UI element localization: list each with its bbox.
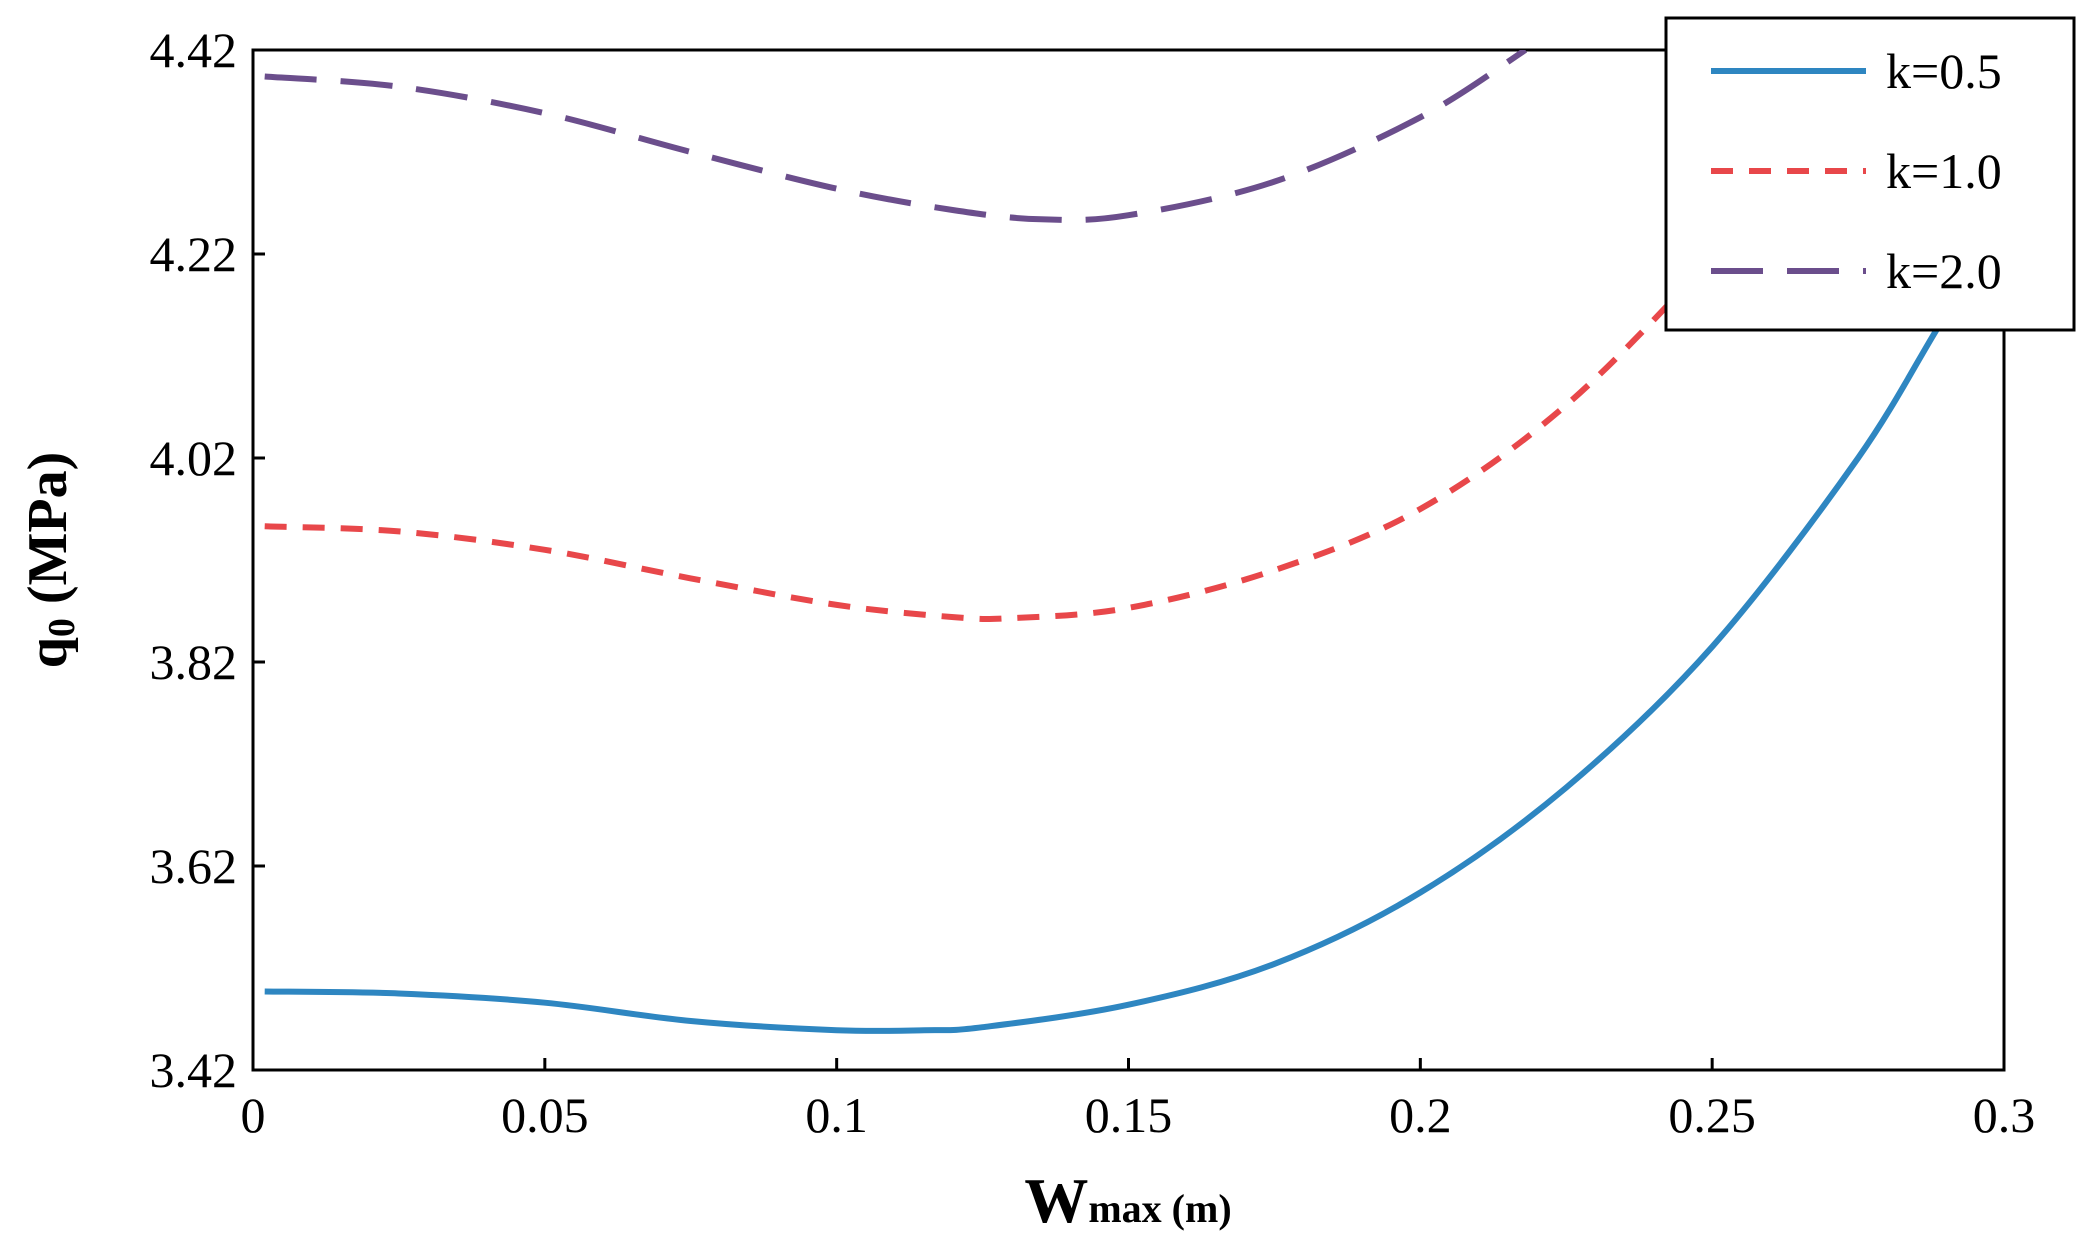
x-axis-title-unit: (m)	[1172, 1186, 1232, 1231]
y-axis-title: q0 (MPa)	[17, 452, 83, 669]
y-tick-label: 4.22	[150, 226, 238, 282]
x-tick-label: 0.1	[805, 1087, 868, 1143]
x-tick-label: 0.3	[1973, 1087, 2036, 1143]
legend: k=0.5 k=1.0 k=2.0	[1664, 16, 2076, 332]
series-line-2	[264, 158, 1802, 623]
x-axis-title-main: W	[1024, 1165, 1088, 1236]
x-tick-label: 0.25	[1668, 1087, 1756, 1143]
legend-label-3: k=2.0	[1886, 243, 2002, 299]
x-axis-title: Wmax (m)	[1024, 1165, 1231, 1236]
x-axis: 0 0.05 0.1 0.15 0.2 0.25 0.3	[241, 1058, 2036, 1143]
y-axis-title-unit: (MPa)	[17, 452, 79, 604]
series-line-3	[264, 50, 1528, 224]
y-tick-label: 3.42	[150, 1042, 238, 1098]
x-tick-label: 0	[241, 1087, 266, 1143]
legend-label-1: k=0.5	[1886, 43, 2002, 99]
y-axis-title-main: q	[17, 637, 79, 668]
y-tick-label: 3.62	[150, 838, 238, 894]
x-tick-label: 0.2	[1389, 1087, 1452, 1143]
y-axis-title-sub: 0	[41, 618, 83, 637]
y-tick-label: 4.02	[150, 430, 238, 486]
legend-label-2: k=1.0	[1886, 143, 2002, 199]
series-layer	[264, 50, 2004, 1034]
x-axis-title-sub: max	[1088, 1186, 1161, 1231]
y-tick-label: 4.42	[150, 22, 238, 78]
x-tick-label: 0.15	[1085, 1087, 1173, 1143]
x-tick-label: 0.05	[501, 1087, 589, 1143]
series-line-1	[264, 231, 2004, 1034]
y-axis: 3.42 3.62 3.82 4.02 4.22 4.42	[150, 22, 265, 1098]
y-tick-label: 3.82	[150, 634, 238, 690]
